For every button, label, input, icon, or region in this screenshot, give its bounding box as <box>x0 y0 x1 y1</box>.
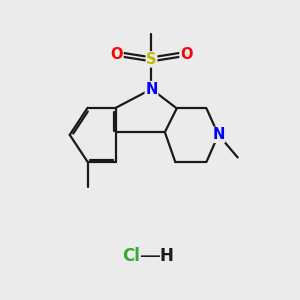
Text: N: N <box>212 127 224 142</box>
Text: O: O <box>110 47 123 62</box>
Text: S: S <box>146 52 157 67</box>
Text: Cl: Cl <box>122 247 140 265</box>
Text: N: N <box>145 82 158 97</box>
Text: —: — <box>140 245 160 266</box>
Text: H: H <box>159 247 173 265</box>
Text: O: O <box>180 47 193 62</box>
